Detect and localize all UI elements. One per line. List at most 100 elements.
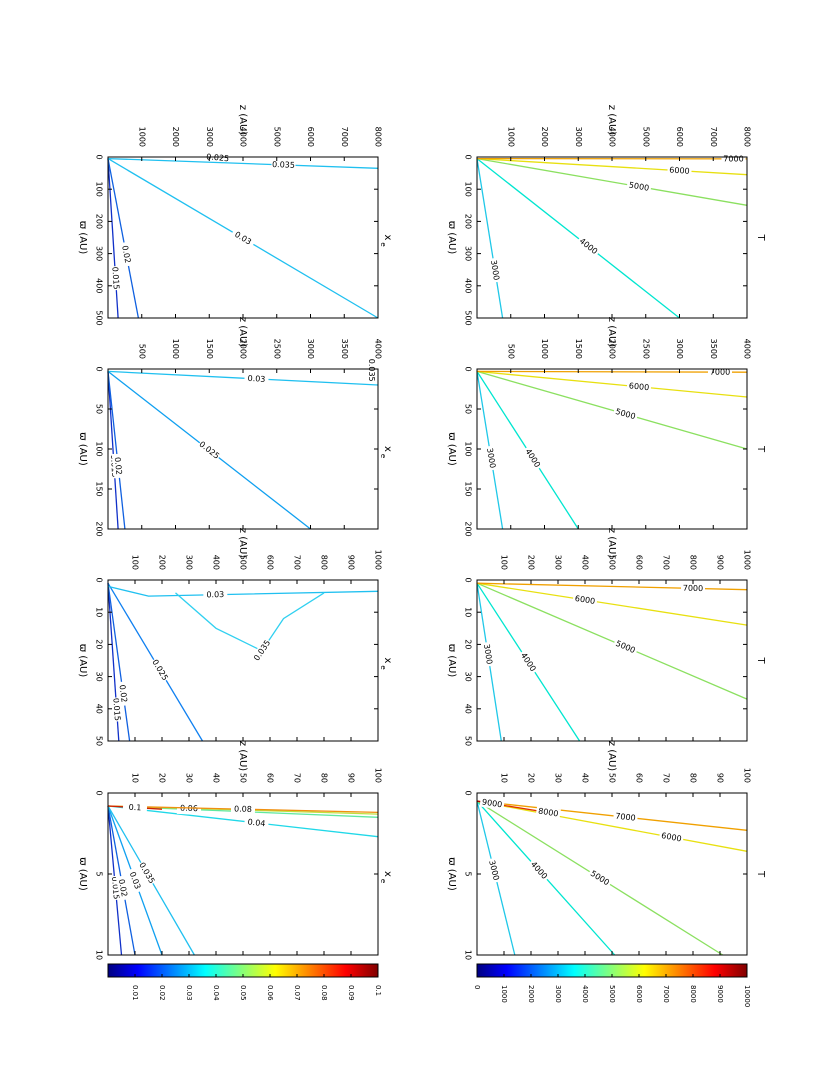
y-tick-label: 2500	[641, 339, 650, 359]
plot-frame	[108, 580, 378, 741]
x-axis-title: ϖ (AU)	[446, 221, 457, 255]
y-tick-label: 4000	[743, 339, 752, 359]
y-tick-label: 90	[716, 773, 725, 783]
plot-frame	[108, 369, 378, 529]
colorbar-tick-label: 0.09	[347, 985, 355, 1001]
contour-label-4000: 4000	[523, 447, 542, 469]
y-tick-label: 100	[374, 768, 383, 783]
contour-label-0.035: 0.035	[272, 160, 295, 170]
contour-line-0.03	[108, 371, 378, 385]
contour-line-0.035	[176, 593, 325, 651]
y-tick-label: 80	[320, 773, 329, 783]
panel-title: x	[382, 446, 393, 452]
y-tick-label: 30	[185, 773, 194, 783]
x-tick-label: 100	[95, 441, 104, 456]
y-axis-title: z (AU)	[606, 105, 617, 135]
x-tick-label: 0	[95, 577, 104, 582]
x-axis-title: ϖ (AU)	[446, 644, 457, 678]
y-tick-label: 7000	[709, 127, 718, 147]
x-tick-label: 400	[464, 278, 473, 293]
panel-title-subscript: e	[379, 242, 387, 246]
y-tick-label: 700	[293, 555, 302, 570]
x-tick-label: 5	[95, 871, 104, 876]
x-tick-label: 500	[95, 310, 104, 325]
y-tick-label: 1500	[205, 339, 214, 359]
x-tick-label: 300	[95, 246, 104, 261]
contour-line-5000	[477, 583, 747, 699]
contour-label-0.015: 0.015	[110, 266, 120, 289]
y-tick-label: 3500	[709, 339, 718, 359]
y-tick-label: 3000	[675, 339, 684, 359]
y-axis-title: z (AU)	[606, 317, 617, 347]
contour-label-6000: 6000	[574, 594, 595, 606]
x-tick-label: 30	[95, 672, 104, 682]
panel-title-subscript: e	[379, 454, 387, 458]
panel-title: T	[755, 445, 766, 453]
y-tick-label: 20	[527, 773, 536, 783]
x-tick-label: 10	[95, 607, 104, 617]
colorbar-tick-label: 2000	[527, 985, 535, 1003]
x-tick-label: 5	[464, 871, 473, 876]
y-tick-label: 10	[131, 773, 140, 783]
contour-label-3000: 3000	[482, 643, 494, 664]
contour-label-0.025: 0.025	[197, 440, 221, 461]
x-tick-label: 0	[95, 366, 104, 371]
y-tick-label: 900	[716, 555, 725, 570]
x-tick-label: 150	[464, 481, 473, 496]
x-axis-title: ϖ (AU)	[77, 432, 88, 466]
y-axis-title: z (AU)	[606, 528, 617, 558]
colorbar-tick-label: 4000	[581, 985, 589, 1003]
colorbar-tick-label: 0.06	[266, 985, 274, 1001]
x-tick-label: 50	[95, 736, 104, 746]
y-tick-label: 1000	[743, 550, 752, 570]
contour-label-3000: 3000	[485, 447, 497, 469]
x-tick-label: 50	[464, 736, 473, 746]
contour-label-4000: 4000	[519, 651, 538, 673]
panel-T-4: 3000400050006000700001002003004005001000…	[446, 105, 766, 326]
panel-title: x	[382, 235, 393, 241]
x-tick-label: 20	[464, 639, 473, 649]
x-axis-title: ϖ (AU)	[77, 221, 88, 255]
y-tick-label: 8000	[374, 127, 383, 147]
panel-title: T	[755, 870, 766, 878]
x-tick-label: 50	[95, 404, 104, 414]
x-tick-label: 100	[95, 182, 104, 197]
x-tick-label: 10	[464, 607, 473, 617]
y-tick-label: 400	[212, 555, 221, 570]
y-tick-label: 80	[689, 773, 698, 783]
contour-label-8000: 8000	[538, 806, 560, 818]
colorbar-tick-label: 0.03	[185, 985, 193, 1001]
colorbar-tick-label: 0.08	[320, 985, 328, 1001]
contour-label-0.03: 0.03	[206, 590, 224, 599]
colorbar-tick-label: 7000	[662, 985, 670, 1003]
y-axis-title: z (AU)	[237, 317, 248, 347]
y-tick-label: 100	[500, 555, 509, 570]
contour-label-6000: 6000	[669, 166, 690, 176]
y-tick-label: 3000	[574, 127, 583, 147]
colorbar-tick-label: 9000	[716, 985, 724, 1003]
contour-label-3000: 3000	[489, 259, 501, 281]
contour-label-6000: 6000	[661, 831, 683, 844]
x-tick-label: 200	[464, 521, 473, 536]
y-tick-label: 100	[131, 555, 140, 570]
y-tick-label: 60	[635, 773, 644, 783]
y-tick-label: 700	[662, 555, 671, 570]
y-tick-label: 40	[212, 773, 221, 783]
x-axis-title: ϖ (AU)	[446, 432, 457, 466]
y-tick-label: 7000	[340, 127, 349, 147]
y-tick-label: 50	[608, 773, 617, 783]
x-axis-title: ϖ (AU)	[446, 857, 457, 891]
contour-label-7000: 7000	[683, 584, 704, 593]
contour-label-7000: 7000	[723, 154, 743, 163]
colorbar-tick-label: 3000	[554, 985, 562, 1003]
x-tick-label: 20	[95, 639, 104, 649]
colorbar-tick-label: 0.04	[212, 985, 220, 1001]
y-tick-label: 2500	[272, 339, 281, 359]
contour-label-9000: 9000	[481, 797, 502, 809]
